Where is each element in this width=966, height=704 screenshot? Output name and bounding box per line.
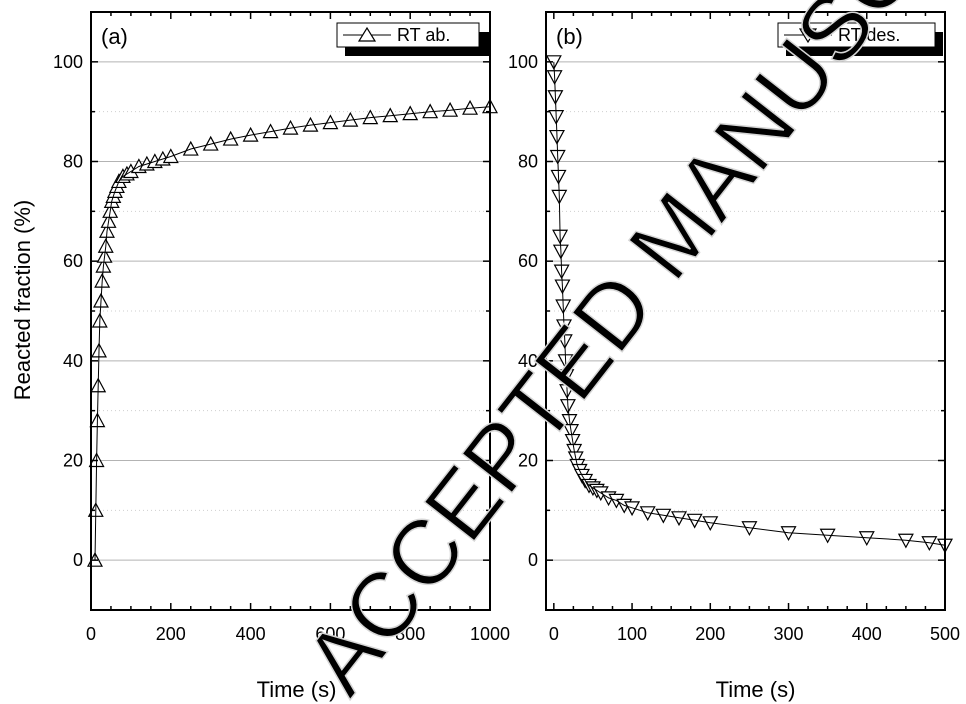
x-tick-label: 1000 (470, 624, 510, 644)
y-tick-label: 100 (508, 52, 538, 72)
x-tick-label: 400 (852, 624, 882, 644)
y-tick-label: 20 (63, 451, 83, 471)
legend-label: RT des. (838, 25, 900, 45)
x-tick-label: 0 (549, 624, 559, 644)
legend-marker (357, 26, 377, 42)
legend-label: RT ab. (397, 25, 450, 45)
x-tick-label: 500 (930, 624, 960, 644)
panel-label: (b) (556, 24, 583, 49)
x-axis-label: Time (s) (716, 677, 796, 702)
y-tick-label: 80 (63, 152, 83, 172)
legend-marker (798, 28, 818, 44)
y-axis-label: Reacted fraction (%) (10, 200, 35, 401)
y-tick-label: 0 (73, 550, 83, 570)
y-tick-label: 100 (53, 52, 83, 72)
x-tick-label: 400 (236, 624, 266, 644)
plot-frame (545, 11, 946, 611)
y-tick-label: 20 (518, 451, 538, 471)
y-tick-label: 80 (518, 152, 538, 172)
data-point (202, 135, 219, 151)
y-tick-label: 60 (63, 251, 83, 271)
y-tick-label: 40 (63, 351, 83, 371)
y-tick-label: 60 (518, 251, 538, 271)
y-tick-label: 0 (528, 550, 538, 570)
data-point (624, 501, 641, 517)
y-tick-label: 40 (518, 351, 538, 371)
x-tick-label: 600 (315, 624, 345, 644)
series-line (553, 61, 946, 546)
panel-b: 0 100 200 300 400 500 0 20 40 60 80 100 Time (s) (b) R… (508, 11, 960, 702)
panel-a: 0 200 400 600 800 1000 0 20 40 60 80 100 Time (s) (a)… (53, 11, 510, 702)
x-tick-label: 800 (395, 624, 425, 644)
x-tick-label: 200 (695, 624, 725, 644)
series-line (94, 106, 491, 561)
x-tick-label: 100 (617, 624, 647, 644)
plot-frame (90, 11, 491, 611)
x-tick-label: 200 (156, 624, 186, 644)
x-axis-label: Time (s) (257, 677, 337, 702)
x-tick-label: 0 (86, 624, 96, 644)
panel-label: (a) (101, 24, 128, 49)
x-tick-label: 300 (774, 624, 804, 644)
